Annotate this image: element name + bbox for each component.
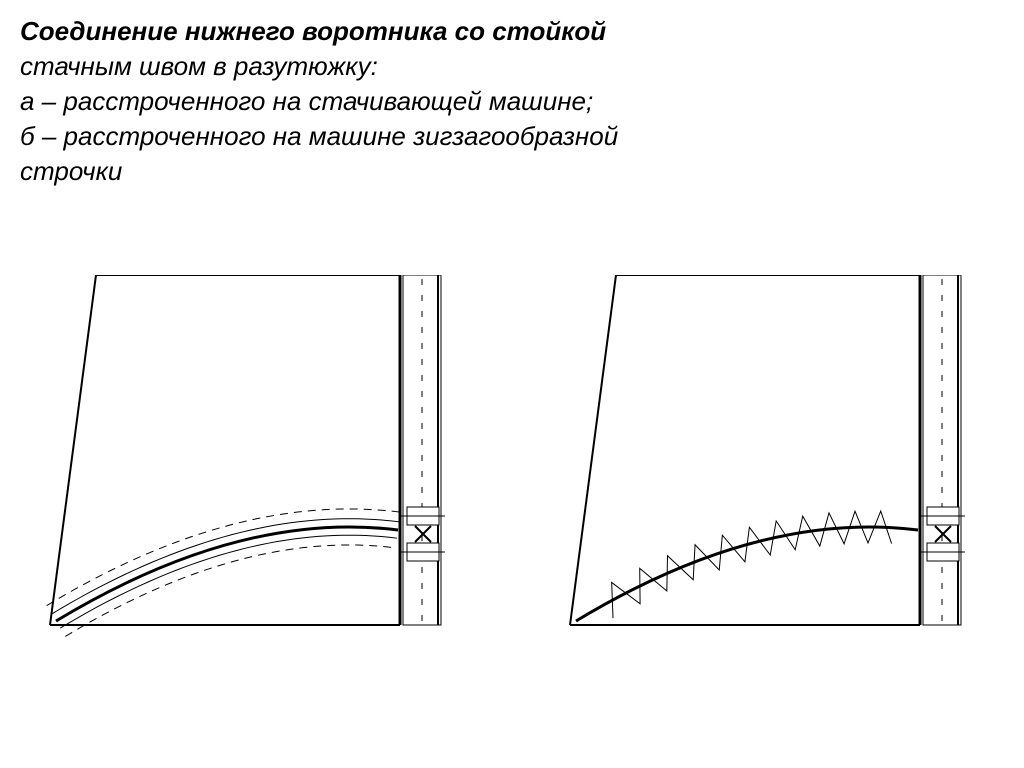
title-block: Соединение нижнего воротника со стойкой … xyxy=(20,14,994,189)
heading-bold: Соединение нижнего воротника со стойкой xyxy=(20,16,606,46)
heading-line4: б – расстроченного на машине зигзагообра… xyxy=(20,121,618,151)
heading-line2: стачным швом в разутюжку: xyxy=(20,51,378,81)
heading-line5: строчки xyxy=(20,156,122,186)
heading-line3: а – расстроченного на стачивающей машине… xyxy=(20,86,593,116)
technical-diagram xyxy=(10,275,1010,745)
diagram-container xyxy=(10,275,1010,745)
